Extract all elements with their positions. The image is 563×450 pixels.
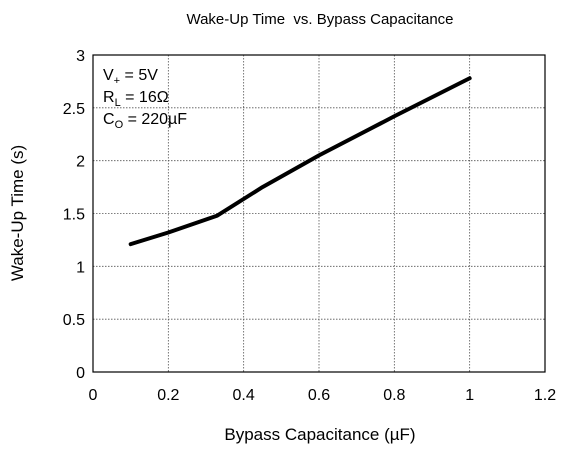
y-axis-label: Wake-Up Time (s): [8, 145, 27, 281]
plot-frame: [92, 54, 546, 373]
y-tick-label: 1.5: [63, 207, 85, 224]
x-tick-label: 0.6: [308, 387, 330, 404]
annotation: CO = 220µF: [103, 111, 187, 131]
x-tick-label: 0.2: [157, 387, 179, 404]
y-tick-label: 2.5: [63, 101, 85, 118]
y-tick-label: 0: [76, 365, 85, 382]
x-tick-label: 1.2: [534, 387, 556, 404]
data-line: [128, 76, 472, 247]
annotation: V+ = 5V: [103, 67, 158, 87]
x-tick-label: 0.8: [383, 387, 405, 404]
annotation-sub: +: [114, 75, 120, 87]
annotation-main: C: [103, 111, 115, 128]
chart-title: Wake-Up Time vs. Bypass Capacitance: [186, 11, 453, 28]
annotation-main: R: [103, 89, 115, 106]
y-tick-label: 1: [76, 259, 85, 276]
y-tick-label: 0.5: [63, 312, 85, 329]
y-tick-label: 3: [76, 48, 85, 65]
x-axis-label: Bypass Capacitance (µF): [224, 425, 415, 444]
x-tick-label: 1: [465, 387, 474, 404]
y-tick-label: 2: [76, 154, 85, 171]
annotation-rest: = 16Ω: [121, 89, 169, 106]
annotation-main: V: [103, 67, 114, 84]
annotation-sub: L: [115, 97, 121, 109]
x-tick-label: 0.4: [233, 387, 255, 404]
annotation: RL = 16Ω: [103, 89, 169, 109]
annotation-rest: = 5V: [120, 67, 158, 84]
annotation-rest: = 220µF: [123, 111, 187, 128]
x-tick-label: 0: [89, 387, 98, 404]
annotation-sub: O: [115, 119, 124, 131]
